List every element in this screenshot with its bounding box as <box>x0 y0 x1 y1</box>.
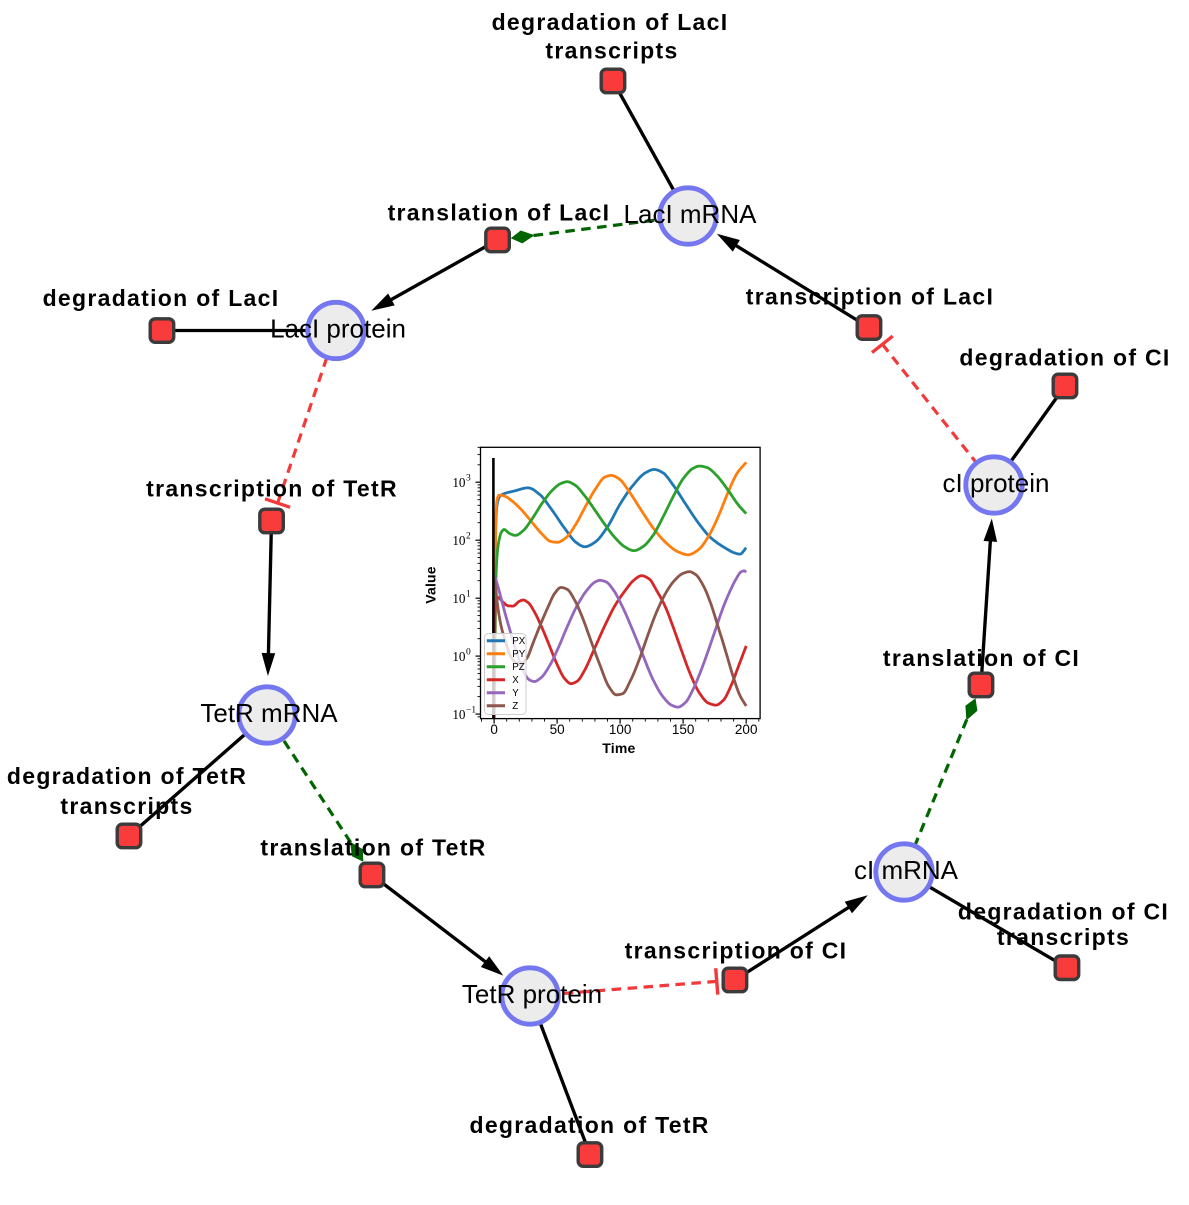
svg-text:degradation of TetR: degradation of TetR <box>469 1112 709 1138</box>
svg-text:PY: PY <box>512 649 526 660</box>
svg-text:200: 200 <box>735 722 758 737</box>
svg-text:10: 10 <box>452 591 466 606</box>
svg-text:cI protein: cI protein <box>943 468 1050 498</box>
svg-text:2: 2 <box>466 532 471 542</box>
svg-text:10: 10 <box>452 649 466 664</box>
svg-text:Y: Y <box>512 688 519 699</box>
svg-text:−1: −1 <box>466 706 476 716</box>
svg-text:10: 10 <box>452 533 466 548</box>
svg-text:10: 10 <box>452 707 466 722</box>
svg-text:transcription of CI: transcription of CI <box>625 937 848 963</box>
svg-text:50: 50 <box>550 722 565 737</box>
svg-text:0: 0 <box>466 648 471 658</box>
svg-text:translation of CI: translation of CI <box>883 645 1080 671</box>
svg-text:degradation of CI: degradation of CI <box>959 344 1170 370</box>
svg-text:transcription of TetR: transcription of TetR <box>146 476 398 502</box>
svg-text:Z: Z <box>512 701 518 712</box>
svg-text:transcription of LacI: transcription of LacI <box>746 284 994 310</box>
svg-text:transcripts: transcripts <box>997 924 1130 950</box>
svg-text:degradation of TetR: degradation of TetR <box>7 763 247 789</box>
svg-text:LacI protein: LacI protein <box>270 314 406 344</box>
svg-text:transcripts: transcripts <box>60 793 193 819</box>
svg-text:degradation of LacI: degradation of LacI <box>492 9 729 35</box>
svg-text:10: 10 <box>452 475 466 490</box>
svg-text:150: 150 <box>672 722 695 737</box>
svg-text:3: 3 <box>466 474 471 484</box>
svg-text:translation of TetR: translation of TetR <box>260 835 486 861</box>
svg-text:PZ: PZ <box>512 662 525 673</box>
svg-text:degradation of CI: degradation of CI <box>958 898 1169 924</box>
svg-text:transcripts: transcripts <box>545 38 678 64</box>
svg-text:1: 1 <box>466 590 471 600</box>
svg-text:cI mRNA: cI mRNA <box>854 855 959 885</box>
svg-text:0: 0 <box>490 722 498 737</box>
svg-text:TetR protein: TetR protein <box>462 979 602 1009</box>
svg-text:100: 100 <box>609 722 632 737</box>
svg-text:degradation of LacI: degradation of LacI <box>43 285 280 311</box>
svg-text:PX: PX <box>512 636 526 647</box>
svg-text:Value: Value <box>423 566 439 604</box>
svg-text:X: X <box>512 675 519 686</box>
svg-text:LacI mRNA: LacI mRNA <box>624 199 758 229</box>
svg-text:translation of LacI: translation of LacI <box>388 199 611 225</box>
svg-text:TetR mRNA: TetR mRNA <box>200 698 338 728</box>
svg-text:Time: Time <box>602 740 635 756</box>
